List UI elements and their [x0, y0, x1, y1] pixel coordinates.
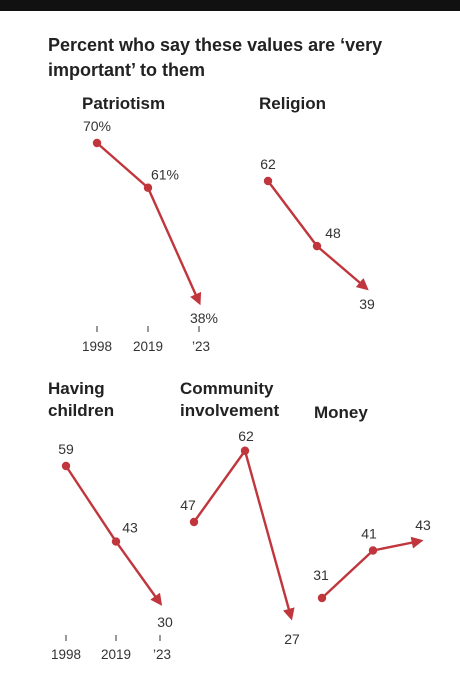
value-label: 70%: [83, 118, 111, 134]
data-point: [111, 537, 121, 546]
panel-title: children: [48, 401, 114, 420]
panel-religion: Religion 62 48 39: [259, 94, 375, 312]
x-tick-label: 1998: [82, 339, 112, 354]
value-label: 38%: [190, 310, 218, 326]
value-label: 43: [122, 520, 138, 536]
trend-arrow-segment: [146, 186, 202, 306]
panel-title: Having: [48, 379, 105, 398]
value-label: 59: [58, 441, 74, 457]
trend-arrow-segment: [243, 449, 295, 621]
panel-title: Money: [314, 403, 368, 422]
data-point: [368, 546, 378, 555]
value-label: 47: [180, 497, 196, 513]
data-point: [312, 241, 322, 251]
panel-community-involvement: Community involvement 47 62 27: [180, 379, 300, 647]
data-point: [240, 446, 250, 455]
trend-segment: [320, 549, 375, 600]
value-label: 31: [313, 567, 329, 583]
panel-title: Community: [180, 379, 274, 398]
panel-title: Religion: [259, 94, 326, 113]
value-label: 43: [415, 517, 431, 533]
x-tick-label: 1998: [51, 647, 81, 662]
data-point: [61, 461, 71, 471]
trend-segment: [64, 464, 118, 543]
value-label: 41: [361, 526, 377, 542]
trend-segment: [266, 179, 319, 248]
panel-having-children: Having children 59 43 30 1998 2019 ’23: [48, 379, 173, 662]
data-point: [263, 176, 273, 186]
x-tick-label: 2019: [101, 647, 131, 662]
data-point: [189, 517, 199, 527]
chart-title: Percent who say these values are ‘very i…: [48, 35, 383, 80]
value-label: 27: [284, 631, 300, 647]
panel-title: involvement: [180, 401, 280, 420]
x-tick-label: ’23: [192, 339, 210, 354]
trend-segment: [95, 141, 150, 189]
value-label: 62: [260, 156, 276, 172]
value-label: 30: [157, 614, 173, 630]
value-label: 39: [359, 296, 375, 312]
value-label: 61%: [151, 167, 179, 183]
top-bar: [0, 0, 460, 11]
value-label: 62: [238, 428, 254, 444]
panel-money: Money 31 41 43: [313, 403, 431, 603]
x-tick-label: 2019: [133, 339, 163, 354]
trend-arrow-segment: [315, 244, 369, 291]
value-label: 48: [325, 225, 341, 241]
panel-patriotism: Patriotism 70% 61% 38% 1998 2019 ’23: [82, 94, 218, 354]
trend-arrow-segment: [371, 536, 424, 552]
x-tick-label: ’23: [153, 647, 171, 662]
data-point: [143, 183, 153, 192]
trend-segment: [192, 449, 247, 524]
trend-arrow-segment: [114, 540, 163, 606]
panel-title: Patriotism: [82, 94, 165, 113]
data-point: [92, 138, 102, 148]
data-point: [317, 593, 327, 603]
